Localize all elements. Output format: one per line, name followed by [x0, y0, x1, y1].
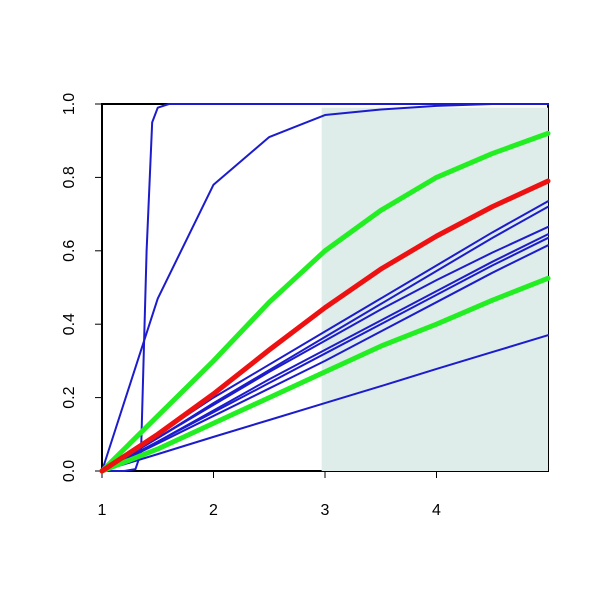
y-tick-label: 0.4 — [61, 313, 78, 335]
curve — [101, 103, 549, 472]
x-tick-label: 4 — [432, 502, 441, 519]
y-tick-label: 0.6 — [61, 240, 78, 262]
y-tick-label: 0.8 — [61, 166, 78, 188]
curve — [99, 178, 551, 474]
x-tick-label: 2 — [209, 502, 218, 519]
curve — [101, 103, 549, 472]
x-tick-label: 3 — [321, 502, 330, 519]
x-tick-label: 1 — [98, 502, 107, 519]
curve — [101, 225, 549, 472]
curve — [99, 275, 551, 474]
y-tick-label: 0.2 — [61, 386, 78, 408]
y-tick-label: 1.0 — [61, 93, 78, 115]
y-tick-label: 0.0 — [61, 460, 78, 482]
curve — [99, 130, 551, 474]
shaded-region — [321, 107, 548, 472]
curve — [101, 244, 549, 472]
curve — [101, 236, 549, 472]
curve — [101, 334, 549, 472]
